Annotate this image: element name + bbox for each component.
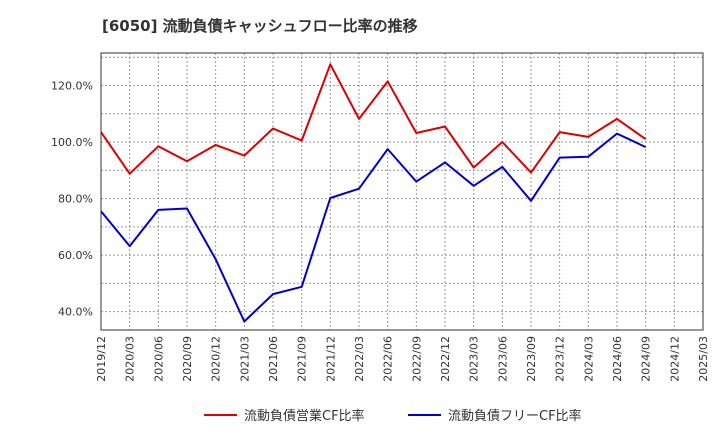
x-tick-label: 2022/03 [353, 336, 366, 382]
series-line-1 [100, 63, 647, 175]
y-tick-label: 40.0% [58, 306, 93, 319]
x-tick-label: 2021/03 [238, 336, 251, 382]
grid [101, 53, 703, 330]
y-tick-label: 120.0% [51, 80, 93, 93]
legend-label-1: 流動負債営業CF比率 [244, 408, 365, 424]
legend-label-2: 流動負債フリーCF比率 [448, 408, 582, 424]
y-axis-ticks: 40.0% 60.0% 80.0% 100.0% 120.0% [51, 80, 93, 319]
x-tick-label: 2020/03 [124, 336, 137, 382]
x-tick-label: 2023/09 [525, 336, 538, 382]
x-tick-label: 2024/09 [640, 336, 653, 382]
x-tick-label: 2021/09 [296, 336, 309, 382]
x-axis-ticks: 2019/12 2020/03 2020/06 2020/09 2020/12 2021/… [95, 336, 710, 382]
chart-title: [6050] 流動負債キャッシュフロー比率の推移 [102, 17, 418, 35]
series-line-2 [100, 132, 647, 323]
x-tick-label: 2020/12 [210, 336, 223, 382]
x-tick-label: 2022/09 [410, 336, 423, 382]
y-tick-label: 60.0% [58, 249, 93, 262]
x-tick-label: 2021/06 [267, 336, 280, 382]
y-tick-label: 100.0% [51, 136, 93, 149]
x-tick-label: 2019/12 [95, 336, 108, 382]
x-tick-label: 2022/12 [439, 336, 452, 382]
x-tick-label: 2023/06 [496, 336, 509, 382]
series-layer [100, 63, 647, 323]
x-tick-label: 2020/09 [181, 336, 194, 382]
legend: 流動負債営業CF比率 流動負債フリーCF比率 [204, 408, 582, 424]
x-tick-label: 2020/06 [152, 336, 165, 382]
x-tick-label: 2025/03 [697, 336, 710, 382]
y-tick-label: 80.0% [58, 193, 93, 206]
x-tick-label: 2024/12 [668, 336, 681, 382]
x-tick-label: 2021/12 [324, 336, 337, 382]
x-tick-label: 2023/03 [468, 336, 481, 382]
plot-border [100, 52, 704, 331]
x-tick-label: 2023/12 [554, 336, 567, 382]
x-tick-label: 2022/06 [382, 336, 395, 382]
x-tick-label: 2024/06 [611, 336, 624, 382]
x-tick-label: 2024/03 [582, 336, 595, 382]
